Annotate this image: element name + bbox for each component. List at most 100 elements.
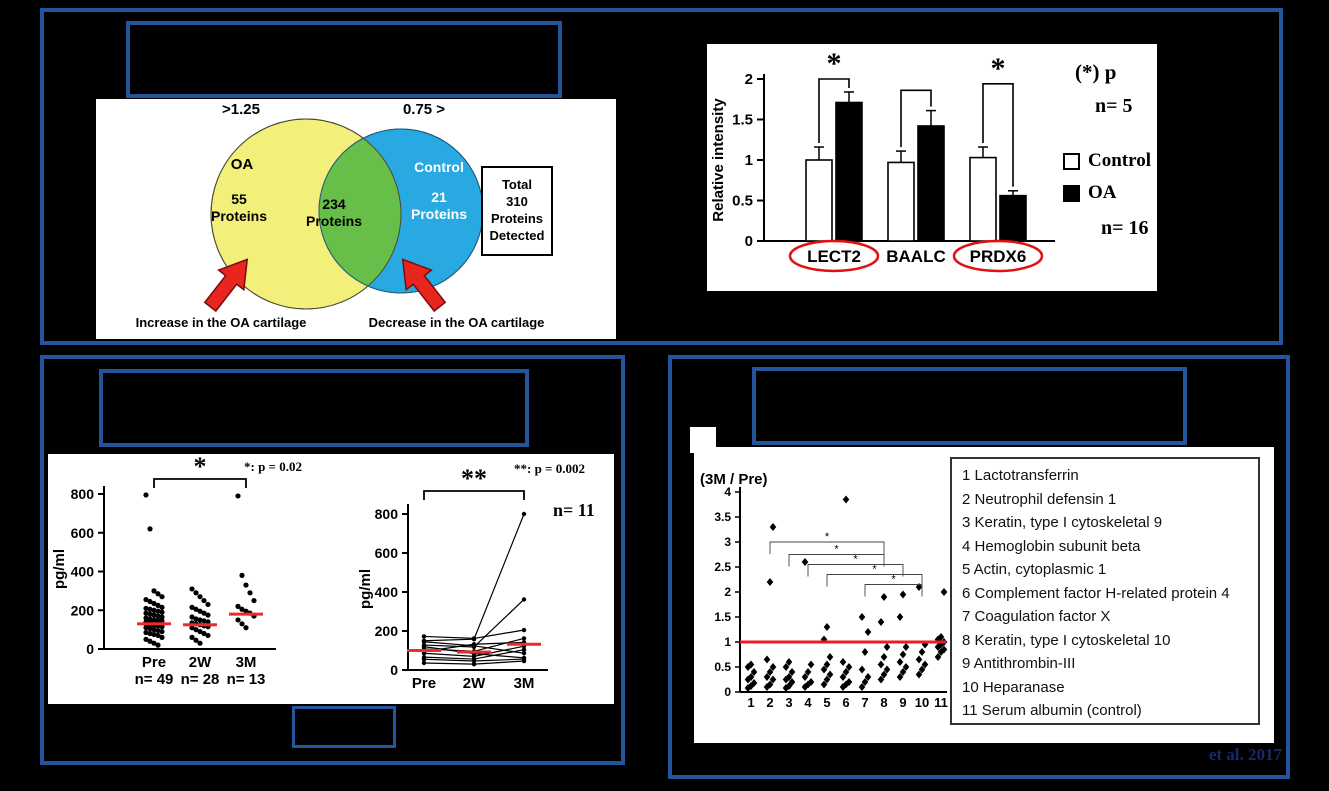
panel-proteomics-overview: >1.25 0.75 > OA 55 Proteins 234 Proteins… xyxy=(40,8,1283,345)
svg-text:3: 3 xyxy=(724,535,731,549)
venn-overlap-count: 234 Proteins xyxy=(305,196,362,229)
legend-item: 9 Antithrombin-III xyxy=(962,655,1076,672)
top-panel-title-box xyxy=(126,21,562,98)
bottom-left-title-box xyxy=(99,369,529,447)
red-arrow-left xyxy=(203,258,249,313)
red-arrow-right xyxy=(401,258,447,313)
legend-item: 8 Keratin, type I cytoskeletal 10 xyxy=(962,631,1171,649)
legend-control: Control xyxy=(1063,150,1151,172)
svg-text:200: 200 xyxy=(71,602,95,618)
svg-text:0: 0 xyxy=(390,662,398,678)
svg-text:2.5: 2.5 xyxy=(714,560,731,574)
citation-text: et al. 2017 xyxy=(1208,745,1282,764)
ratio-axis-title: (3M / Pre) xyxy=(700,471,768,488)
ratio-plot-svg: 00.511.522.533.541 2 3 4 5 6 7 8 9 10 11***** xyxy=(714,485,948,710)
svg-text:0: 0 xyxy=(86,641,94,657)
p-note-right: **: p = 0.002 xyxy=(514,461,585,476)
svg-text:8: 8 xyxy=(880,695,887,710)
p-note-left: *: p = 0.02 xyxy=(244,459,302,474)
line-plot-svg: 0 200 400 600 800 pg/ml Pre 2W 3M ** xyxy=(357,464,548,692)
svg-text:pg/ml: pg/ml xyxy=(51,549,68,589)
svg-text:2W: 2W xyxy=(189,654,212,671)
panel-ratio-protein-list: 0 0.5 1 1.5 2 2.5 3 3.5 4 1 2 3 4 5 6 7 8 9 10 11 * * * * * (3M … xyxy=(668,355,1290,779)
bottom-right-title-box xyxy=(752,367,1187,445)
svg-text:BAALC: BAALC xyxy=(886,247,946,266)
legend-oa-label: OA xyxy=(1088,182,1117,203)
venn-left-threshold: >1.25 xyxy=(222,101,260,118)
svg-text:3: 3 xyxy=(785,695,792,710)
svg-text:7: 7 xyxy=(861,695,868,710)
venn-right-threshold: 0.75 > xyxy=(402,101,446,118)
svg-text:600: 600 xyxy=(375,545,399,561)
svg-text:1.5: 1.5 xyxy=(732,112,753,129)
svg-text:0: 0 xyxy=(745,233,753,250)
svg-text:*: * xyxy=(991,52,1006,85)
svg-text:1: 1 xyxy=(747,695,754,710)
svg-text:**: ** xyxy=(461,464,487,493)
legend-item: 2 Neutrophil defensin 1 xyxy=(962,490,1117,508)
svg-text:n= 13: n= 13 xyxy=(227,671,266,688)
svg-text:3M: 3M xyxy=(236,654,257,671)
svg-text:2: 2 xyxy=(766,695,773,710)
svg-text:4: 4 xyxy=(724,485,731,499)
legend-item: 10 Heparanase xyxy=(962,678,1065,696)
legend-oa: OA xyxy=(1063,182,1117,204)
legend-item: 3 Keratin, type I cytoskeletal 9 xyxy=(962,514,1163,531)
svg-text:*: * xyxy=(872,564,877,576)
svg-text:*: * xyxy=(827,47,842,80)
panel-timecourse-plots: 0 200 400 600 800 pg/ml Pre n= 49 2W n= 28 3M n= 13… xyxy=(40,355,625,765)
svg-text:LECT2: LECT2 xyxy=(807,247,861,266)
venn-left-outline xyxy=(210,118,402,310)
svg-text:Relative intensity: Relative intensity xyxy=(710,98,727,222)
svg-text:*: * xyxy=(825,531,830,543)
svg-text:0.5: 0.5 xyxy=(732,193,753,210)
legend-item: 6 Complement factor H-related protein 4 xyxy=(962,584,1230,602)
svg-text:2: 2 xyxy=(724,585,731,599)
legend-item: 7 Coagulation factor X xyxy=(962,608,1111,625)
svg-text:6: 6 xyxy=(842,695,849,710)
svg-text:2: 2 xyxy=(745,71,753,88)
legend-item: 11 Serum albumin (control) xyxy=(962,702,1142,719)
svg-text:*: * xyxy=(834,544,839,556)
legend-control-label: Control xyxy=(1088,150,1151,171)
ratio-plot-area: 0 0.5 1 1.5 2 2.5 3 3.5 4 1 2 3 4 5 6 7 8 9 10 11 * * * * * (3M … xyxy=(694,447,1274,743)
svg-text:4: 4 xyxy=(804,695,812,710)
svg-text:3M: 3M xyxy=(514,675,535,692)
n-oa-label: n= 16 xyxy=(1101,217,1149,239)
oa-swatch xyxy=(1063,184,1080,202)
svg-text:n= 28: n= 28 xyxy=(181,671,220,688)
svg-text:400: 400 xyxy=(71,564,95,580)
venn-total-box: Total 310 Proteins Detected xyxy=(481,166,553,256)
n11-label: n= 11 xyxy=(553,500,595,520)
venn-right-count: 21 Proteins xyxy=(410,189,467,222)
venn-overlap xyxy=(319,129,401,293)
timecourse-plot-area: 0 200 400 600 800 pg/ml Pre n= 49 2W n= 28 3M n= 13… xyxy=(48,452,614,704)
legend-item: 4 Hemoglobin subunit beta xyxy=(962,537,1141,555)
svg-text:Pre: Pre xyxy=(142,654,166,671)
venn-svg xyxy=(203,118,484,313)
control-swatch xyxy=(1063,152,1080,170)
svg-text:200: 200 xyxy=(375,623,399,639)
venn-right-caption: Decrease in the OA cartilage xyxy=(368,315,545,330)
protein-legend-box: 1 Lactotransferrin 2 Neutrophil defensin … xyxy=(950,457,1260,725)
svg-text:400: 400 xyxy=(375,584,399,600)
svg-text:1: 1 xyxy=(724,635,731,649)
svg-text:pg/ml: pg/ml xyxy=(357,569,374,609)
svg-text:2W: 2W xyxy=(463,675,486,692)
svg-text:800: 800 xyxy=(375,506,399,522)
svg-text:PRDX6: PRDX6 xyxy=(970,247,1027,266)
svg-text:*: * xyxy=(853,554,858,566)
venn-right-label: Control xyxy=(414,159,464,175)
venn-left-count: 55 Proteins xyxy=(210,191,267,224)
svg-text:3.5: 3.5 xyxy=(714,510,731,524)
svg-text:*: * xyxy=(194,452,207,481)
bar-chart-svg: 0 0.5 1 1.5 2 Relative intensity * LECT2 BAALC * P… xyxy=(710,47,1055,273)
bar-chart-panel: 0 0.5 1 1.5 2 Relative intensity * LECT2 BAALC * P… xyxy=(707,44,1157,291)
svg-text:1.5: 1.5 xyxy=(714,610,731,624)
svg-text:800: 800 xyxy=(71,486,95,502)
legend-item: 5 Actin, cytoplasmic 1 xyxy=(962,561,1107,578)
svg-text:0.5: 0.5 xyxy=(714,660,731,674)
svg-text:0: 0 xyxy=(724,685,731,699)
svg-text:10: 10 xyxy=(915,695,929,710)
